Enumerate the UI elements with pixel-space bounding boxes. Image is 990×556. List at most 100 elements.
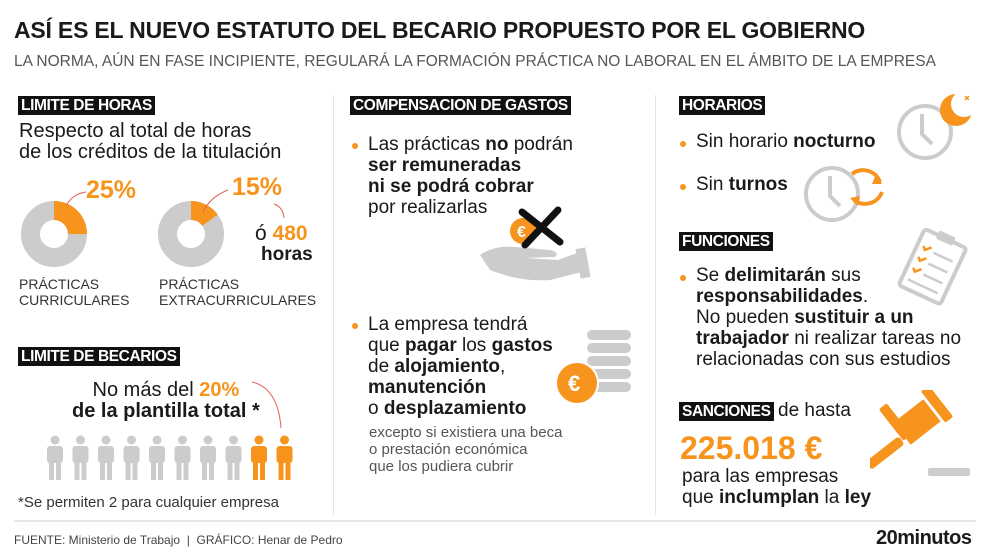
caption-line: PRÁCTICAS: [159, 276, 240, 292]
text-segment: 20%: [199, 379, 240, 401]
people-row: [47, 381, 293, 480]
person-icon: [123, 435, 140, 480]
text-line: La empresa tendrá: [368, 314, 553, 335]
text-segment: La empresa tendrá: [368, 314, 528, 335]
becarios-footnote: *Se permiten 2 para cualquier empresa: [18, 494, 279, 511]
bullet-icon: [352, 323, 358, 329]
section-label-sanciones: SANCIONES: [679, 402, 774, 421]
text-segment: de la plantilla total *: [72, 400, 260, 422]
text-segment: que: [682, 487, 719, 508]
bullet-icon: [352, 143, 358, 149]
text-line: manutención: [368, 377, 553, 398]
text-segment: inclumplan: [718, 487, 820, 508]
limite-horas-intro: Respecto al total de horas de los crédito…: [19, 121, 281, 163]
bullet-icon: [680, 184, 686, 190]
bullet-icon: [680, 141, 686, 147]
text-segment: relacionadas con sus estudios: [696, 349, 951, 370]
text-segment: .: [862, 286, 869, 307]
page-subtitle: LA NORMA, AÚN EN FASE INCIPIENTE, REGULA…: [14, 53, 936, 70]
hand-coin-crossed-icon: €: [480, 206, 591, 281]
text-segment: para las empresas: [682, 466, 839, 487]
text-line: por realizarlas: [368, 197, 573, 218]
text-line: Respecto al total de horas: [19, 121, 281, 142]
funciones-text: Se delimitarán sus responsabilidades. No p…: [696, 265, 961, 370]
text-segment: ni se podrá cobrar: [368, 176, 534, 197]
horarios-item-1: Sin horario nocturno: [696, 131, 876, 152]
text-segment: ,: [500, 356, 506, 377]
text-segment: Las prácticas: [368, 134, 486, 155]
caption-line: EXTRACURRICULARES: [159, 292, 317, 308]
sanciones-suffix: de hasta: [778, 400, 851, 421]
donut-value-extracurriculares: 15%: [232, 173, 283, 201]
person-icon: [200, 435, 216, 480]
text-line: Se delimitarán sus: [696, 265, 961, 286]
text-segment: Se: [696, 265, 725, 286]
leader-line: [202, 189, 229, 213]
column-divider: [333, 95, 334, 515]
sanciones-text: para las empresas que inclumplan la ley: [682, 466, 871, 508]
text-segment: de los créditos de la titulación: [19, 141, 282, 163]
note-line: o prestación económica: [369, 441, 528, 458]
person-icon: [72, 435, 89, 480]
compensacion-item-2: La empresa tendrá que pagar los gastos de …: [368, 314, 553, 419]
person-icon: [225, 435, 242, 480]
limite-becarios-text: No más del 20% de la plantilla total *: [72, 380, 260, 422]
donut-caption-extracurriculares: PRÁCTICAS EXTRACURRICULARES: [159, 276, 316, 308]
person-icon-highlighted: [276, 435, 293, 480]
text-line: No pueden sustituir a un: [696, 307, 961, 328]
text-segment: la: [819, 487, 845, 508]
text-line: Sin turnos: [696, 174, 788, 195]
text-segment: alojamiento: [394, 356, 500, 377]
text-segment: responsabilidades: [696, 286, 863, 307]
coins-euro-icon: €: [555, 330, 631, 405]
page-title: ASÍ ES EL NUEVO ESTATUTO DEL BECARIO PRO…: [14, 17, 866, 43]
clock-shift-icon: [804, 166, 884, 222]
section-label-funciones: FUNCIONES: [679, 232, 773, 251]
text-segment: nocturno: [793, 131, 876, 152]
text-line: ni se podrá cobrar: [368, 176, 573, 197]
text-segment: o: [368, 398, 384, 419]
alt-prefix: ó: [255, 222, 267, 245]
person-icon-highlighted: [251, 435, 267, 480]
text-segment: no: [485, 134, 509, 155]
donut-slice: [54, 201, 87, 234]
brand-logo: 20minutos: [876, 527, 972, 549]
note-line: que los pudiera cubrir: [369, 458, 514, 475]
column-divider: [655, 95, 656, 515]
text-segment: delimitarán: [724, 265, 826, 286]
text-line: que inclumplan la ley: [682, 487, 871, 508]
footer-credits: FUENTE: Ministerio de Trabajo | GRÁFICO:…: [14, 533, 343, 547]
text-segment: manutención: [368, 377, 487, 398]
text-segment: sus: [825, 265, 861, 286]
alt-hours: ó 480: [255, 222, 308, 246]
text-segment: por realizarlas: [368, 197, 488, 218]
text-segment: ser remuneradas: [368, 155, 522, 176]
person-icon: [98, 435, 114, 480]
footer-divider: [14, 520, 976, 522]
text-segment: de: [368, 356, 395, 377]
donut-charts: [21, 189, 285, 267]
euro-symbol: €: [568, 371, 580, 396]
clock-moon-icon: [897, 92, 977, 160]
text-segment: turnos: [728, 174, 788, 195]
text-segment: trabajador: [696, 328, 789, 349]
text-segment: No pueden: [696, 307, 795, 328]
note-line: excepto si existiera una beca: [369, 424, 563, 441]
text-segment: gastos: [491, 335, 553, 356]
text-segment: No más del: [92, 379, 200, 401]
donut-value-curriculares: 25%: [86, 176, 137, 204]
leader-line: [251, 381, 282, 429]
text-segment: Sin: [696, 174, 729, 195]
text-segment: los: [456, 335, 492, 356]
sanciones-amount: 225.018 €: [680, 430, 823, 466]
gavel-icon: [870, 390, 970, 476]
text-line: No más del 20%: [72, 380, 260, 401]
text-line: relacionadas con sus estudios: [696, 349, 961, 370]
compensacion-item-1: Las prácticas no podrán ser remuneradas ni…: [368, 134, 573, 218]
text-line: que pagar los gastos: [368, 335, 553, 356]
horarios-item-2: Sin turnos: [696, 174, 788, 195]
caption-line: PRÁCTICAS: [19, 276, 100, 292]
donut-extracurriculares: [158, 201, 224, 267]
leader-line: [65, 191, 87, 207]
euro-symbol: €: [517, 224, 526, 241]
